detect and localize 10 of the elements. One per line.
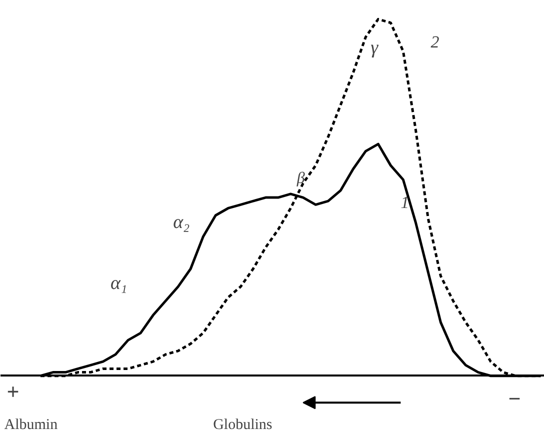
annotation: α₂: [173, 212, 190, 234]
series-label: 1: [400, 193, 410, 212]
text: Globulins: [213, 416, 272, 433]
annotation: α₁: [110, 272, 128, 294]
annotation: γ: [370, 37, 379, 58]
annotation: β: [296, 170, 305, 187]
series-label: 2: [430, 32, 440, 52]
text: Albumin: [4, 416, 58, 433]
text: −: [508, 386, 521, 412]
text: +: [6, 379, 20, 404]
